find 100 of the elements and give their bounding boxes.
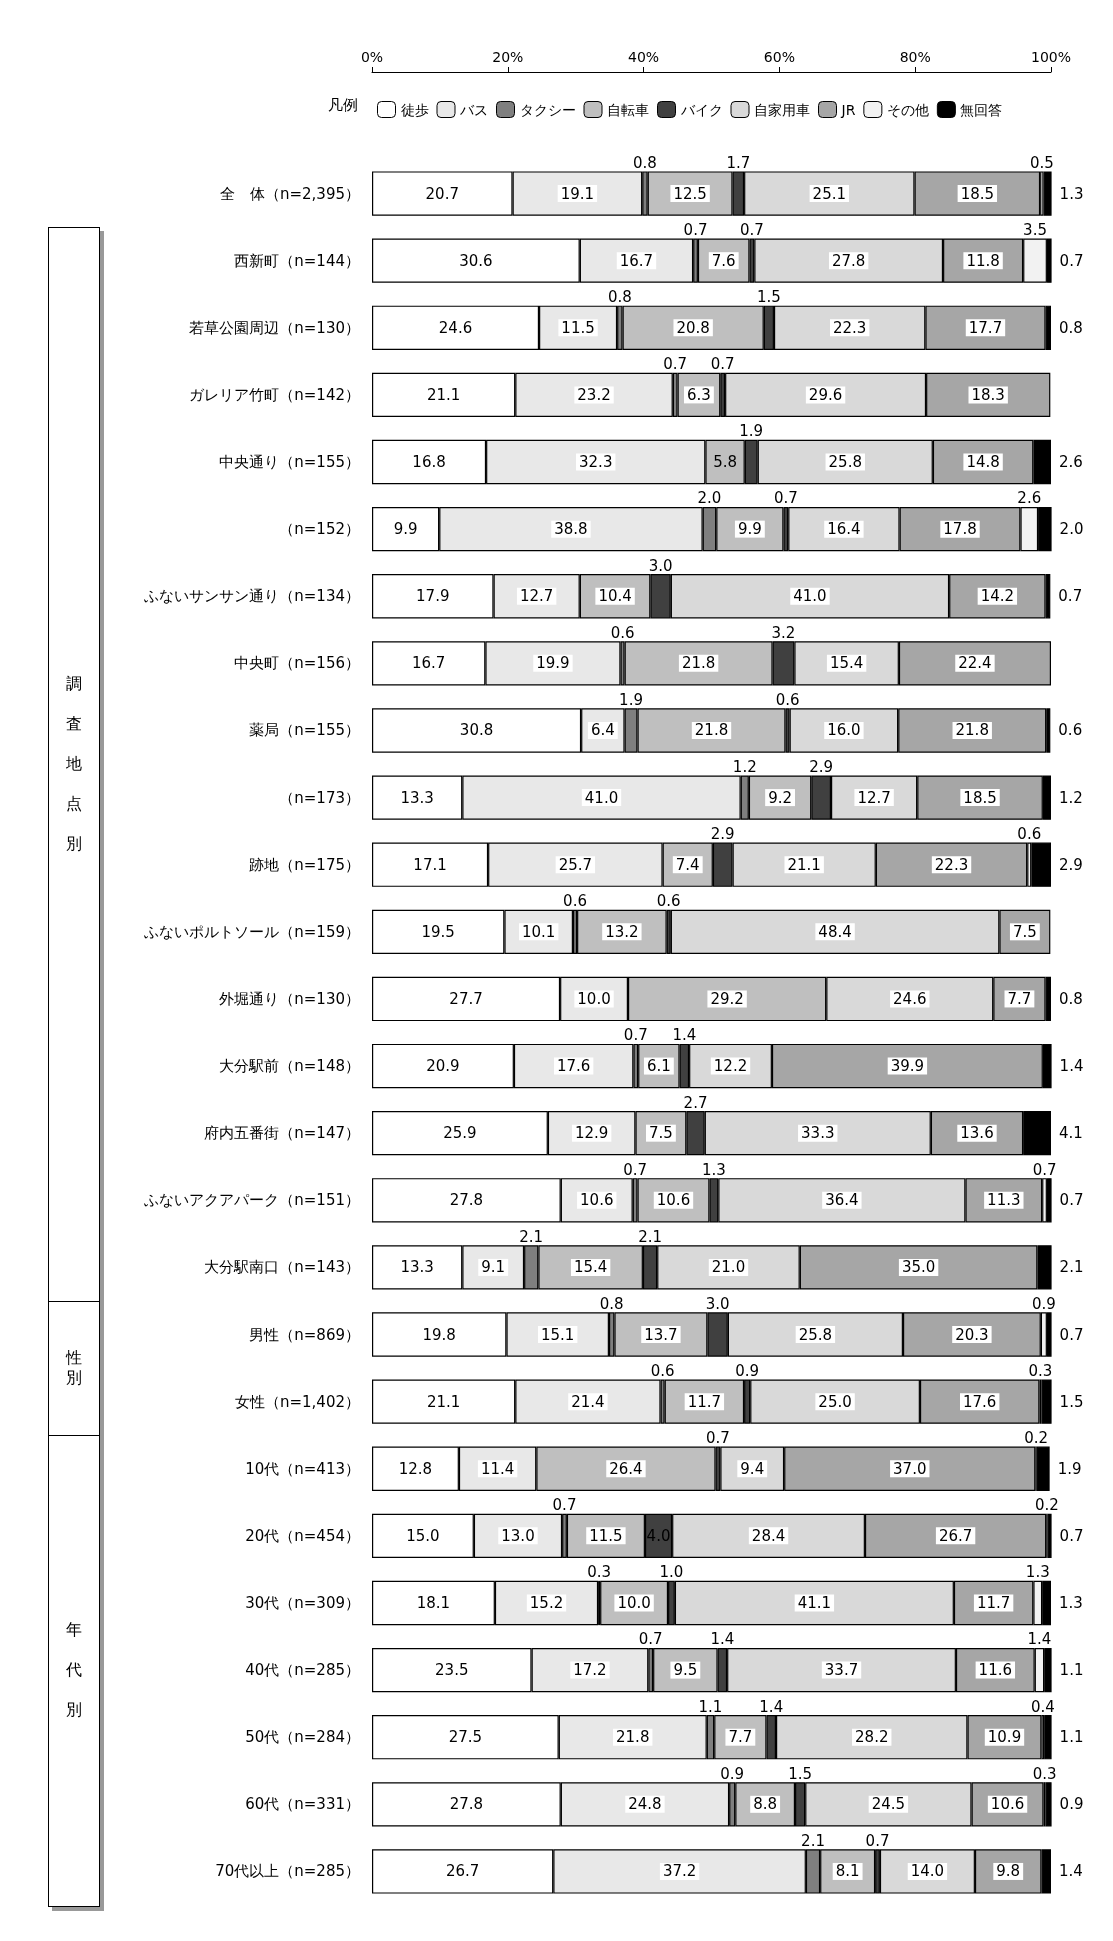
data-label: 17.9 <box>416 587 450 606</box>
data-label: 16.4 <box>827 520 861 539</box>
data-label: 0.5 <box>1029 153 1054 172</box>
data-label: 0.7 <box>663 355 688 374</box>
data-label: 20.8 <box>676 318 710 337</box>
data-label: 17.7 <box>968 318 1003 337</box>
y-tick-label: ふないポルトソール（n=159） <box>143 922 360 941</box>
y-tick-label: 20代（n=454） <box>245 1526 360 1545</box>
data-label: 0.7 <box>683 221 708 240</box>
data-label: 0.7 <box>710 355 735 374</box>
x-tick-label: 100% <box>1030 49 1072 65</box>
data-label: 0.7 <box>706 1429 730 1448</box>
data-label: 0.8 <box>633 153 657 172</box>
legend-label: 自転車 <box>607 101 649 118</box>
data-label: 7.6 <box>711 251 736 270</box>
data-label: 36.4 <box>825 1191 859 1210</box>
y-tick-label: 30代（n=309） <box>245 1593 360 1612</box>
data-label: 12.8 <box>398 1459 433 1478</box>
data-label: 1.4 <box>759 1697 784 1716</box>
data-label: 27.8 <box>449 1795 484 1814</box>
data-label: 48.4 <box>818 922 852 941</box>
data-label: 38.8 <box>554 520 588 539</box>
data-label: 9.9 <box>393 520 418 539</box>
data-label: 27.8 <box>831 251 866 270</box>
y-tick-label: ふないアクアパーク（n=151） <box>143 1191 360 1210</box>
data-label: 25.8 <box>798 1325 833 1344</box>
data-label: 0.7 <box>552 1496 577 1515</box>
data-label: 39.9 <box>890 1057 925 1076</box>
data-label: 0.7 <box>1058 587 1083 606</box>
data-label: 10.0 <box>617 1593 651 1612</box>
data-label: 1.3 <box>1059 1593 1083 1612</box>
data-label: 3.5 <box>1023 221 1047 240</box>
data-label: 19.8 <box>422 1325 456 1344</box>
data-label: 0.7 <box>865 1831 890 1850</box>
data-label: 1.9 <box>739 422 764 441</box>
data-label: 11.7 <box>687 1392 722 1411</box>
data-label: 6.3 <box>687 385 711 404</box>
data-label: 41.0 <box>793 587 827 606</box>
data-label: 1.3 <box>701 1160 726 1179</box>
data-label: 9.2 <box>768 788 793 807</box>
y-tick-label: 全 体（n=2,395） <box>219 184 360 203</box>
data-label: 13.2 <box>605 922 639 941</box>
y-tick-label: 大分駅南口（n=143） <box>204 1258 360 1277</box>
data-label: 27.7 <box>449 989 483 1008</box>
data-label: 16.7 <box>619 251 654 270</box>
bar <box>1044 1715 1052 1760</box>
data-label: 17.6 <box>556 1057 591 1076</box>
y-tick-label: 中央通り（n=155） <box>219 453 360 472</box>
data-label: 25.9 <box>443 1124 477 1143</box>
data-label: 16.8 <box>412 453 446 472</box>
data-label: 17.8 <box>943 520 977 539</box>
data-label: 1.5 <box>756 288 781 307</box>
data-label: 0.7 <box>638 1630 663 1649</box>
data-label: 17.6 <box>963 1392 997 1411</box>
data-label: 21.1 <box>426 385 461 404</box>
data-label: 0.8 <box>1059 989 1083 1008</box>
data-label: 9.9 <box>737 520 762 539</box>
data-label: 21.8 <box>694 721 729 740</box>
data-label: 1.9 <box>619 690 643 709</box>
data-label: 10.9 <box>987 1728 1022 1747</box>
data-label: 1.7 <box>726 153 751 172</box>
data-label: 15.4 <box>829 654 864 673</box>
data-label: 0.6 <box>656 892 681 911</box>
data-label: 18.3 <box>971 385 1005 404</box>
data-label: 4.1 <box>1059 1124 1083 1143</box>
bar <box>1045 1782 1052 1827</box>
text: 年代別 <box>66 1620 82 1720</box>
data-label: 14.0 <box>910 1862 945 1881</box>
y-tick-label: 60代（n=331） <box>245 1795 360 1814</box>
data-label: 20.3 <box>955 1325 989 1344</box>
data-label: 30.8 <box>459 721 494 740</box>
data-label: 21.8 <box>616 1728 650 1747</box>
data-label: 4.0 <box>646 1526 671 1545</box>
data-label: 10.6 <box>580 1191 614 1210</box>
data-label: 20.7 <box>425 184 459 203</box>
data-label: 1.5 <box>1059 1392 1084 1411</box>
data-label: 2.1 <box>519 1227 544 1246</box>
data-label: 19.5 <box>421 922 455 941</box>
data-label: 1.9 <box>1057 1459 1082 1478</box>
data-label: 1.4 <box>1059 1862 1083 1881</box>
data-label: 0.9 <box>735 1361 760 1380</box>
data-label: 15.0 <box>406 1526 440 1545</box>
text: 性別 <box>65 1348 83 1389</box>
y-tick-label: （n=152） <box>279 520 360 539</box>
data-label: 41.0 <box>584 788 619 807</box>
data-label: 2.9 <box>710 825 735 844</box>
data-label: 19.1 <box>560 184 595 203</box>
data-label: 29.6 <box>808 385 843 404</box>
data-label: 7.4 <box>675 855 700 874</box>
data-label: 0.9 <box>1059 1795 1084 1814</box>
data-label: 23.2 <box>577 385 611 404</box>
y-tick-label: 女性（n=1,402） <box>234 1392 360 1411</box>
y-tick-label: 大分駅前（n=148） <box>219 1057 360 1076</box>
data-label: 16.7 <box>411 654 446 673</box>
data-label: 19.9 <box>536 654 570 673</box>
data-label: 12.7 <box>857 788 891 807</box>
data-label: 13.3 <box>400 1258 434 1277</box>
y-tick-label: 西新町（n=144） <box>234 251 360 270</box>
data-label: 6.1 <box>646 1057 671 1076</box>
x-tick-label: 0% <box>360 49 384 65</box>
